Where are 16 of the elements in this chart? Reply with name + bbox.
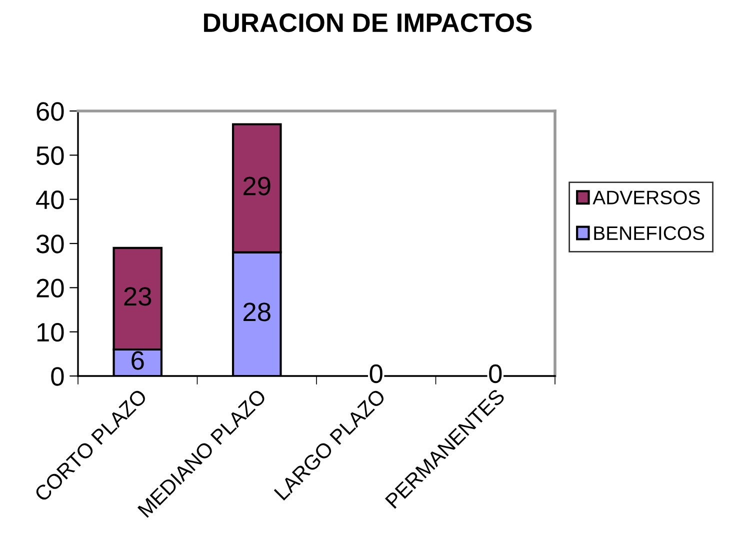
data-label: 6	[132, 351, 144, 370]
legend-label: ADVERSOS	[592, 190, 700, 204]
data-label: 23	[124, 287, 152, 306]
y-tick-label: 10	[37, 322, 64, 342]
data-label: 0	[489, 364, 502, 384]
chart-title: DURACION DE IMPACTOS	[204, 13, 532, 32]
y-tick-label: 60	[36, 102, 64, 121]
y-tick-label: 20	[36, 278, 64, 298]
data-label: 28	[244, 302, 270, 322]
y-tick-label: 0	[51, 367, 64, 386]
y-tick-label: 30	[36, 234, 64, 254]
y-tick-label: 50	[36, 146, 64, 165]
data-label: 0	[370, 364, 382, 384]
legend-label: BENEFICOS	[594, 226, 704, 240]
y-tick-label: 40	[36, 190, 64, 210]
data-label: 29	[244, 176, 270, 196]
